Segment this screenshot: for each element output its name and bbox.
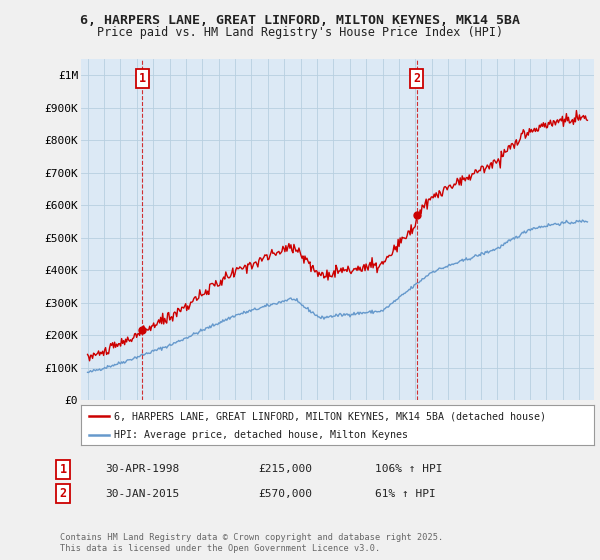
Text: 106% ↑ HPI: 106% ↑ HPI [375,464,443,474]
Text: 61% ↑ HPI: 61% ↑ HPI [375,489,436,499]
Text: HPI: Average price, detached house, Milton Keynes: HPI: Average price, detached house, Milt… [115,430,409,440]
Text: £215,000: £215,000 [258,464,312,474]
Text: Contains HM Land Registry data © Crown copyright and database right 2025.
This d: Contains HM Land Registry data © Crown c… [60,533,443,553]
Text: 6, HARPERS LANE, GREAT LINFORD, MILTON KEYNES, MK14 5BA: 6, HARPERS LANE, GREAT LINFORD, MILTON K… [80,14,520,27]
Text: 2: 2 [413,72,420,85]
Text: 6, HARPERS LANE, GREAT LINFORD, MILTON KEYNES, MK14 5BA (detached house): 6, HARPERS LANE, GREAT LINFORD, MILTON K… [115,411,547,421]
Text: £570,000: £570,000 [258,489,312,499]
Text: 30-JAN-2015: 30-JAN-2015 [105,489,179,499]
Text: 1: 1 [139,72,146,85]
Text: 1: 1 [59,463,67,476]
Text: 2: 2 [59,487,67,501]
Text: 30-APR-1998: 30-APR-1998 [105,464,179,474]
Text: Price paid vs. HM Land Registry's House Price Index (HPI): Price paid vs. HM Land Registry's House … [97,26,503,39]
